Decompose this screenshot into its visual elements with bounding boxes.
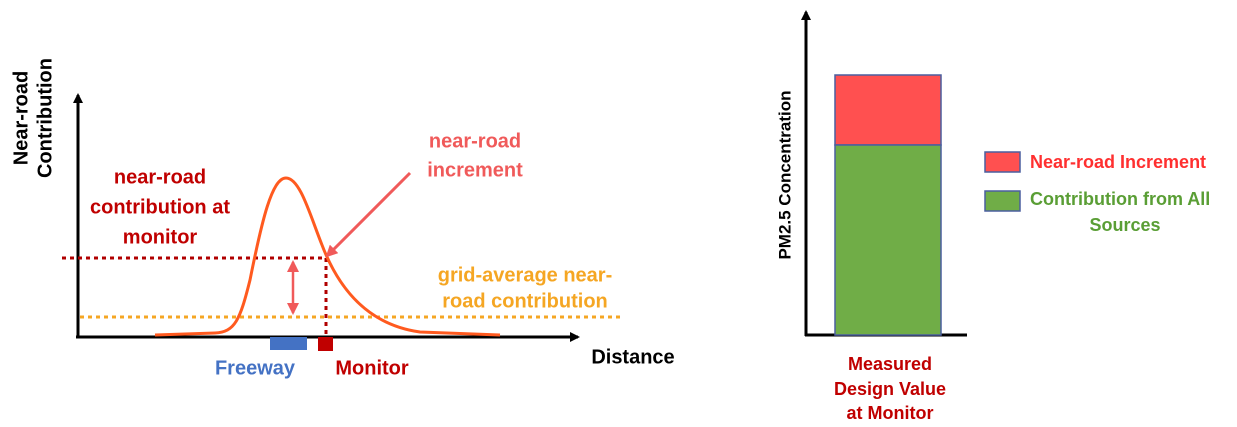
right-panel: PM2.5 Concentration Near-road Increment … — [775, 10, 1210, 423]
y-axis-label: Near-road — [10, 71, 32, 165]
annotation: near-road — [114, 166, 206, 188]
x-axis-label: Measured — [848, 354, 932, 374]
left-panel: Near-road Contribution Distance near-roa… — [10, 58, 674, 379]
monitor-label: Monitor — [335, 357, 409, 379]
legend-label: Sources — [1089, 215, 1160, 235]
x-axis-label: Design Value — [834, 379, 946, 399]
legend-swatch — [984, 190, 1021, 212]
increment-segment — [834, 74, 942, 146]
annotation: contribution at — [90, 196, 230, 218]
annotation: monitor — [123, 226, 198, 248]
annotation: near-road — [429, 130, 521, 152]
monitor-marker — [318, 337, 333, 351]
annotation: increment — [427, 159, 523, 181]
annotation: road contribution — [442, 290, 608, 312]
x-axis-label: at Monitor — [847, 403, 934, 423]
legend-label: Near-road Increment — [1030, 152, 1206, 172]
freeway-marker — [270, 337, 307, 350]
legend-label: Contribution from All — [1030, 189, 1210, 209]
contribution-curve — [154, 176, 501, 337]
all-sources-segment — [834, 144, 942, 336]
y-axis-label: PM2.5 Concentration — [775, 90, 794, 259]
annotation: grid-average near- — [438, 264, 613, 286]
legend-swatch — [984, 151, 1021, 173]
pointer-arrow — [325, 171, 412, 258]
x-axis-label: Distance — [591, 346, 674, 368]
y-axis-label: Contribution — [34, 58, 56, 178]
freeway-label: Freeway — [215, 357, 296, 379]
